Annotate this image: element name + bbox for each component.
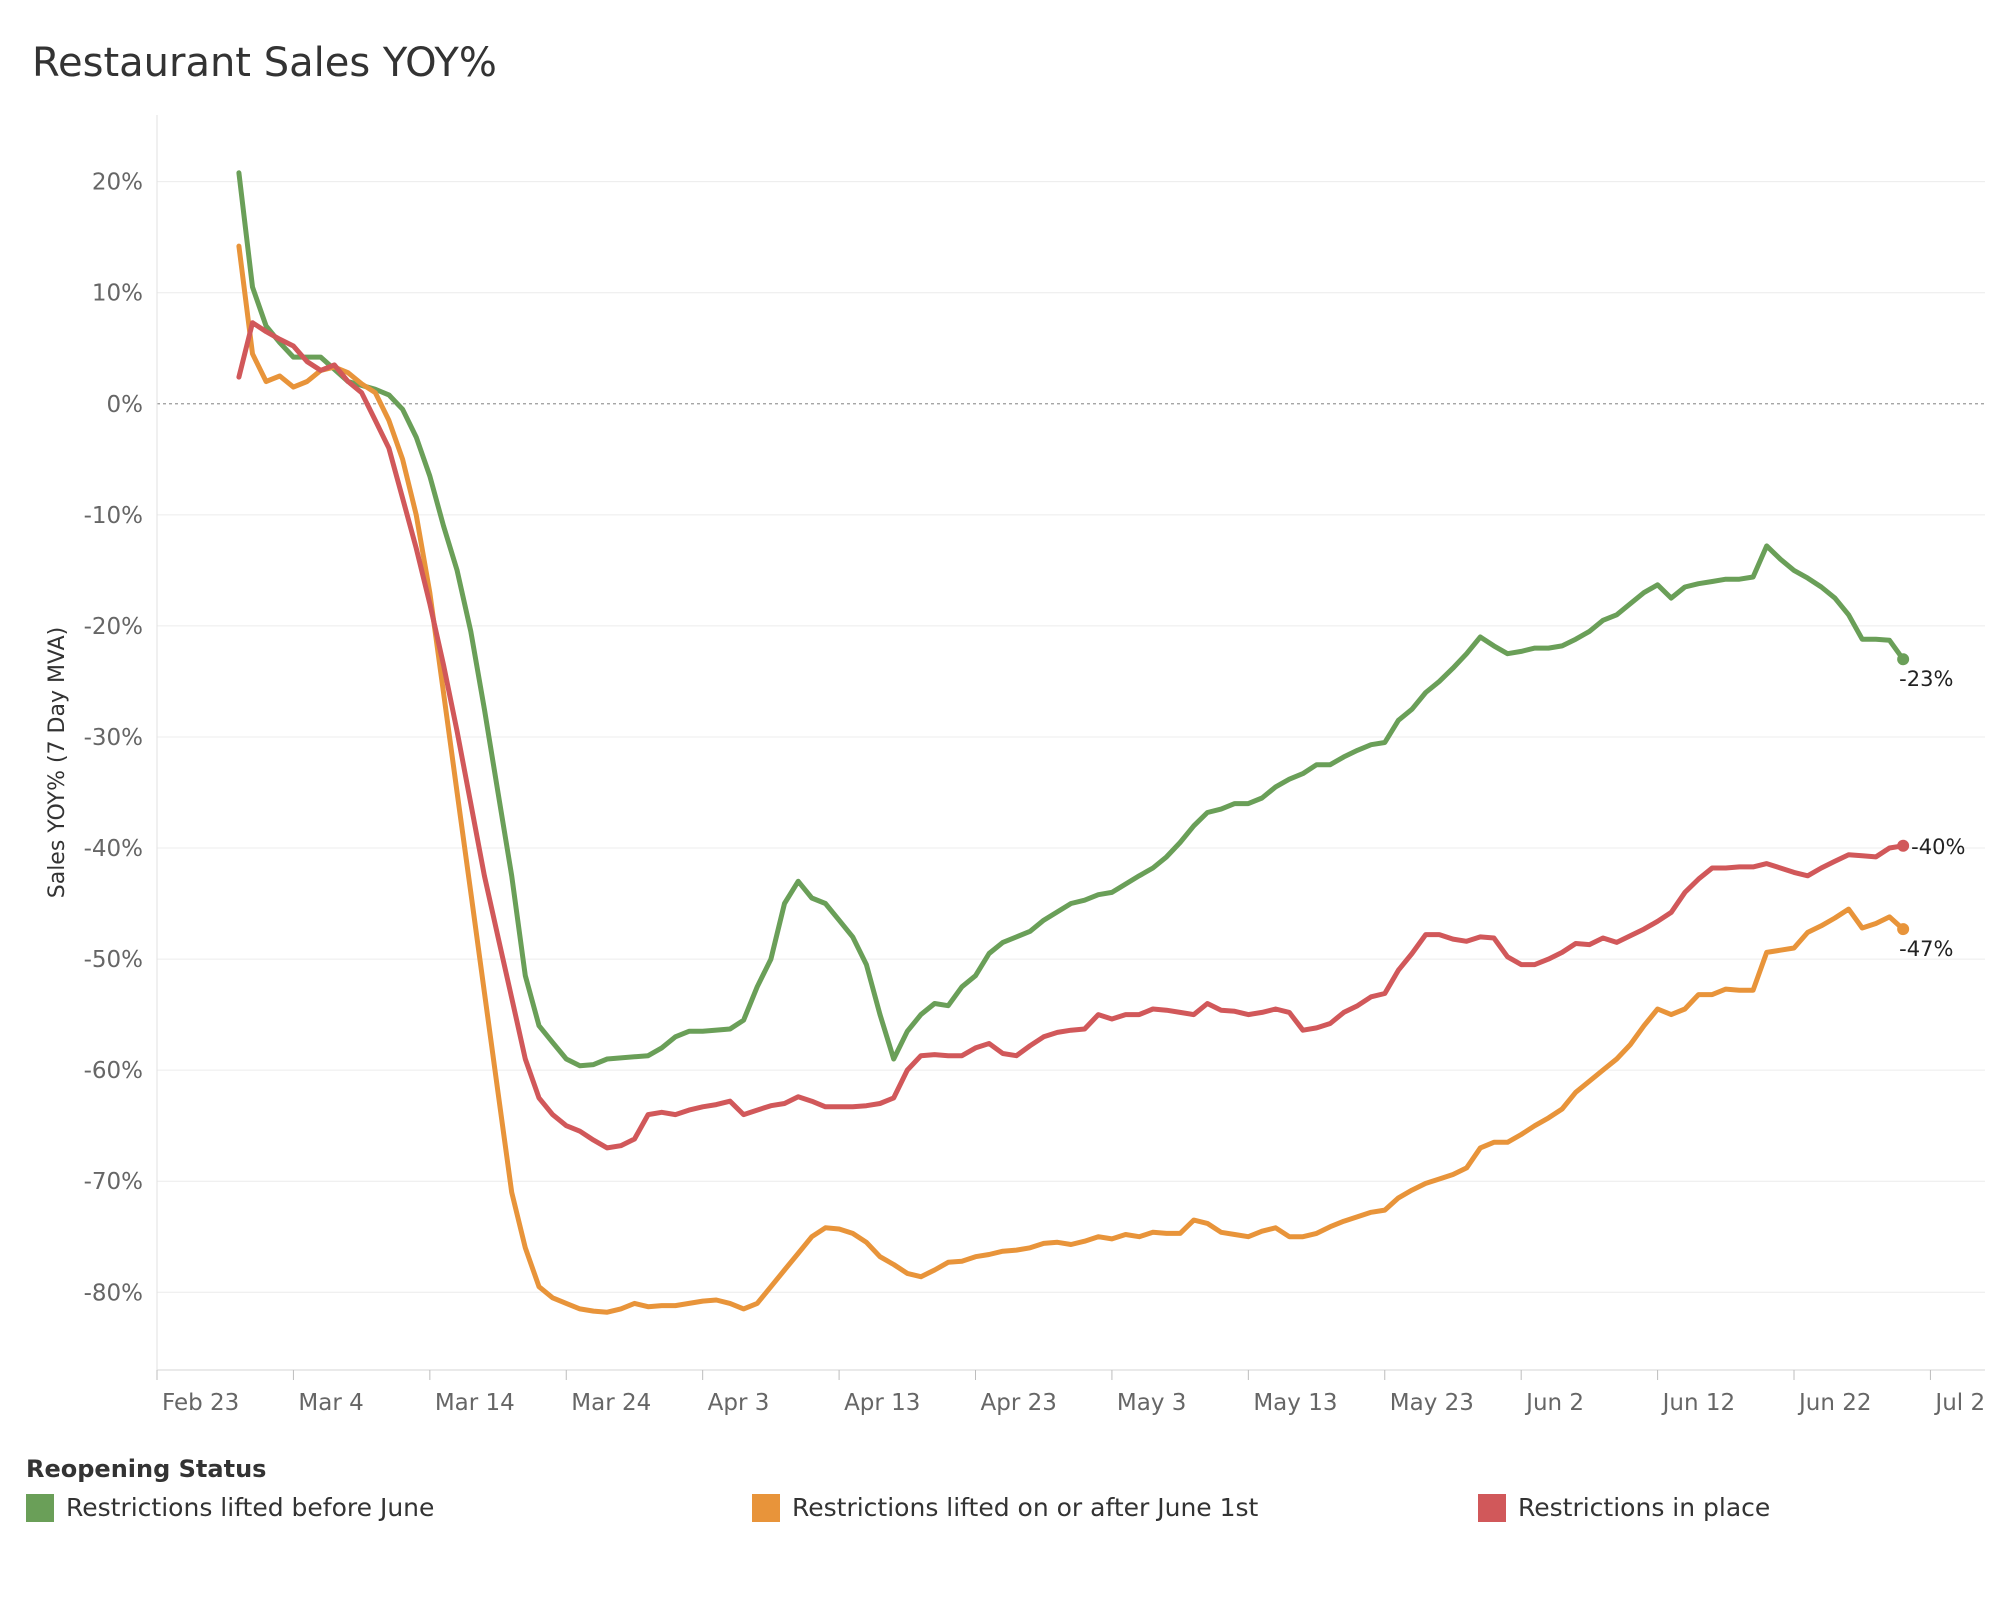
series-end-dot	[1897, 653, 1910, 666]
y-tick-label: -20%	[84, 614, 143, 640]
series-end-dot	[1897, 839, 1910, 852]
series-end-label: -23%	[1899, 667, 1953, 691]
legend-title: Reopening Status	[26, 1455, 267, 1483]
gridlines	[157, 181, 1985, 1293]
x-tick-label: Apr 23	[981, 1390, 1057, 1416]
y-axis: 20% 10% 0% -10% -20% -30% -40% -50% -60% -70% -80%	[84, 115, 158, 1370]
x-tick-label: Apr 13	[844, 1390, 920, 1416]
y-tick-label: -10%	[84, 503, 143, 529]
series-lines: -23% -47% -40%	[236, 170, 1965, 1315]
x-tick-label: Mar 4	[298, 1390, 363, 1416]
line-chart: Feb 23 Mar 4 Mar 14 Mar 24 Apr 3 Apr 13 Apr 23…	[45, 115, 1985, 1416]
x-tick-label: Feb 23	[162, 1390, 239, 1416]
legend: Reopening Status Restrictions lifted bef…	[26, 1455, 1966, 1545]
x-tick-label: Apr 3	[708, 1390, 770, 1416]
chart-title: Restaurant Sales YOY%	[32, 40, 497, 86]
x-tick-label: Jun 22	[1797, 1390, 1872, 1416]
y-tick-label: -50%	[84, 947, 143, 973]
series-line	[236, 170, 1906, 1069]
legend-item-lifted-before-june[interactable]: Restrictions lifted before June	[26, 1493, 434, 1522]
x-tick-label: May 3	[1117, 1390, 1187, 1416]
x-tick-label: Jul 2	[1933, 1390, 1985, 1416]
legend-label: Restrictions lifted before June	[66, 1493, 435, 1522]
y-tick-label: 0%	[107, 392, 144, 418]
x-tick-label: Jun 12	[1661, 1390, 1736, 1416]
y-tick-label: 20%	[92, 170, 143, 196]
series-line	[236, 243, 1906, 1315]
x-axis: Feb 23 Mar 4 Mar 14 Mar 24 Apr 3 Apr 13 Apr 23…	[156, 1369, 1985, 1416]
legend-swatch	[26, 1493, 54, 1522]
y-tick-label: 10%	[92, 281, 143, 307]
legend-label: Restrictions in place	[1518, 1493, 1771, 1522]
y-tick-label: -70%	[84, 1169, 143, 1195]
x-tick-label: Mar 14	[435, 1390, 515, 1416]
y-tick-label: -30%	[84, 725, 143, 751]
y-tick-label: -40%	[84, 836, 143, 862]
x-tick-label: Jun 2	[1524, 1390, 1584, 1416]
series-end-label: -47%	[1899, 937, 1953, 961]
x-tick-label: Mar 24	[571, 1390, 651, 1416]
legend-swatch	[1478, 1493, 1506, 1522]
x-tick-label: May 23	[1390, 1390, 1474, 1416]
legend-item-restrictions-in-place[interactable]: Restrictions in place	[1478, 1493, 1770, 1522]
y-axis-label: Sales YOY% (7 Day MVA)	[45, 627, 70, 899]
legend-label: Restrictions lifted on or after June 1st	[792, 1493, 1259, 1522]
series-line	[236, 320, 1906, 1151]
y-tick-label: -80%	[84, 1280, 143, 1306]
series-end-dot	[1897, 923, 1910, 936]
legend-swatch	[752, 1493, 780, 1522]
y-tick-label: -60%	[84, 1058, 143, 1084]
x-tick-label: May 13	[1253, 1390, 1337, 1416]
series-end-label: -40%	[1911, 835, 1965, 859]
legend-item-lifted-after-june[interactable]: Restrictions lifted on or after June 1st	[752, 1493, 1258, 1522]
